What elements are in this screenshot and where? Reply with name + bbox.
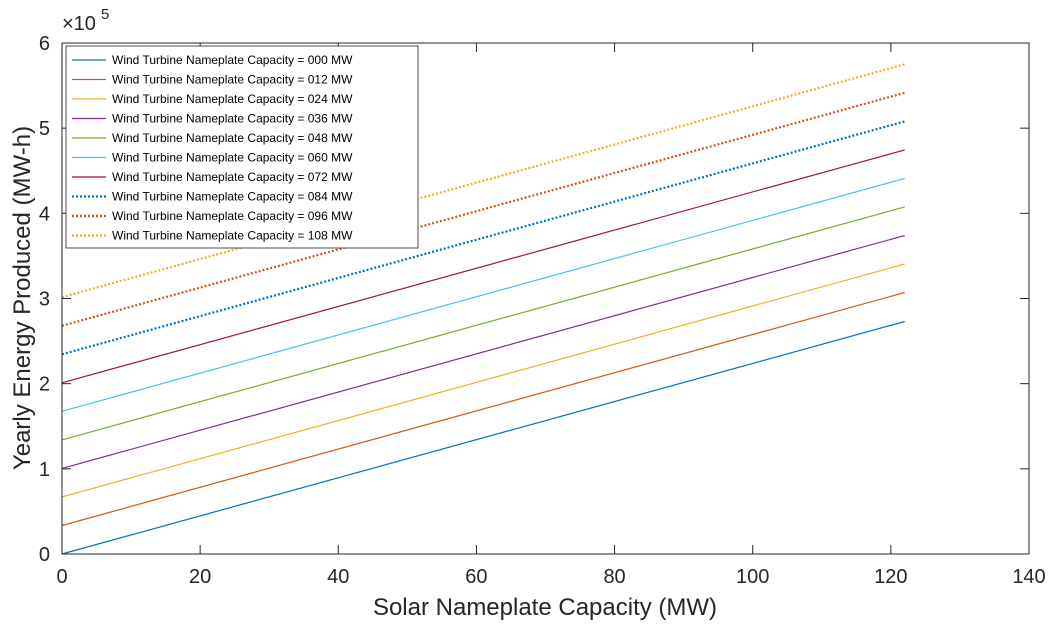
legend-entry-label: Wind Turbine Nameplate Capacity = 096 MW bbox=[112, 209, 353, 223]
x-tick-label: 140 bbox=[1012, 566, 1045, 588]
x-tick-label: 20 bbox=[189, 566, 211, 588]
legend-entry-label: Wind Turbine Nameplate Capacity = 072 MW bbox=[112, 170, 353, 184]
y-tick-label: 2 bbox=[39, 374, 50, 396]
y-tick-label: 1 bbox=[39, 459, 50, 481]
x-tick-label: 60 bbox=[465, 566, 487, 588]
x-tick-label: 120 bbox=[874, 566, 907, 588]
x-tick-label: 0 bbox=[56, 566, 67, 588]
legend-entry-label: Wind Turbine Nameplate Capacity = 048 MW bbox=[112, 131, 353, 145]
legend-entry-label: Wind Turbine Nameplate Capacity = 084 MW bbox=[112, 190, 353, 204]
series-line-0 bbox=[61, 320, 905, 555]
series-line-9 bbox=[61, 63, 905, 299]
series-line-7 bbox=[61, 120, 905, 356]
x-tick-label: 40 bbox=[327, 566, 349, 588]
y-axis-title: Yearly Energy Produced (MW-h) bbox=[9, 126, 36, 470]
series-line-5 bbox=[61, 177, 905, 412]
legend-entry-label: Wind Turbine Nameplate Capacity = 024 MW bbox=[112, 92, 353, 106]
x-axis-title: Solar Nameplate Capacity (MW) bbox=[373, 594, 717, 621]
y-tick-label: 6 bbox=[39, 33, 50, 55]
x-axis-ticks: 0 20 40 60 80 100 120 140 bbox=[56, 43, 1046, 588]
series-line-4 bbox=[61, 206, 905, 441]
series-line-1 bbox=[61, 291, 905, 527]
x-tick-label: 100 bbox=[736, 566, 769, 588]
y-exponent-base: ×10 bbox=[62, 13, 96, 35]
y-tick-label: 4 bbox=[39, 203, 50, 225]
series-line-8 bbox=[61, 91, 905, 327]
series-layer bbox=[61, 63, 905, 555]
y-tick-label: 5 bbox=[39, 118, 50, 140]
y-tick-label: 0 bbox=[39, 544, 50, 566]
legend-entry-label: Wind Turbine Nameplate Capacity = 108 MW bbox=[112, 229, 353, 243]
series-line-2 bbox=[61, 263, 905, 498]
legend-entry-label: Wind Turbine Nameplate Capacity = 012 MW bbox=[112, 73, 353, 87]
legend-entry-label: Wind Turbine Nameplate Capacity = 060 MW bbox=[112, 151, 353, 165]
legend: Wind Turbine Nameplate Capacity = 000 MW… bbox=[65, 45, 419, 249]
series-line-3 bbox=[61, 234, 905, 469]
y-exponent-label: ×10 5 bbox=[62, 6, 109, 35]
legend-box bbox=[65, 45, 419, 249]
series-line-6 bbox=[61, 149, 905, 384]
y-axis-ticks: 0 1 2 3 4 5 6 bbox=[39, 33, 1029, 566]
legend-entry-label: Wind Turbine Nameplate Capacity = 000 MW bbox=[112, 53, 353, 67]
y-tick-label: 3 bbox=[39, 289, 50, 311]
legend-entry-label: Wind Turbine Nameplate Capacity = 036 MW bbox=[112, 112, 353, 126]
x-tick-label: 80 bbox=[603, 566, 625, 588]
y-exponent-power: 5 bbox=[101, 6, 109, 23]
